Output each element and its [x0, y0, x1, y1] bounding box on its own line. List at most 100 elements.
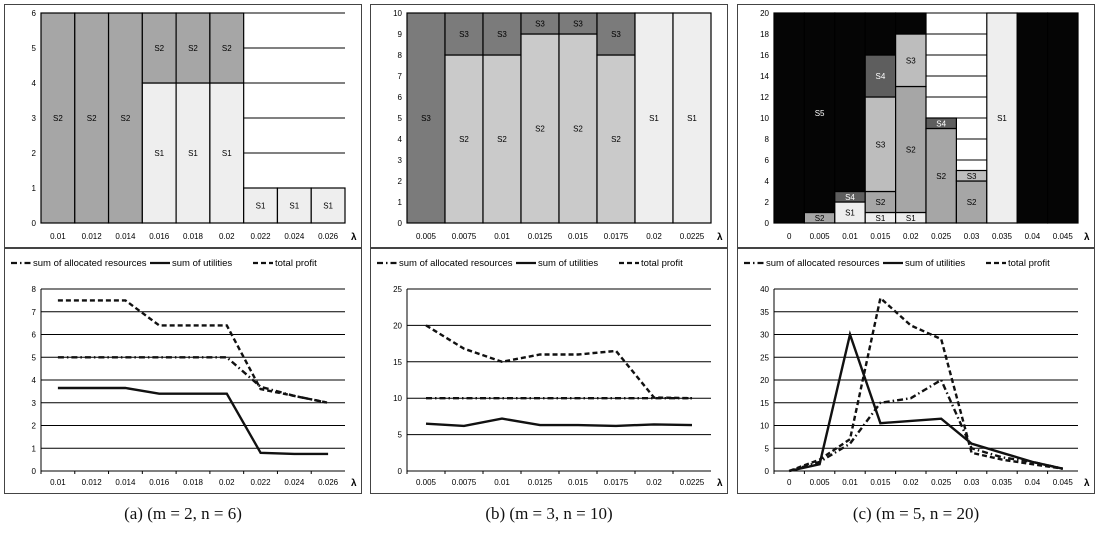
bar-chart-b: 0 1 2 3 4 5 6 7 8 9 10 S3 0.005 S2 S3 0.0075 S2 S3 0.01 S2 S…: [370, 4, 728, 248]
y-tick-label: 0: [32, 219, 37, 228]
bar-segment: [895, 85, 927, 214]
caption-c: (c) (m = 5, n = 20): [852, 504, 980, 523]
line-chart-a: sum of allocated resources sum of utiliti…: [4, 248, 362, 494]
y-tick-label: 6: [32, 9, 37, 18]
x-tick-label: 0.018: [183, 232, 204, 241]
y-tick-label: 6: [398, 93, 403, 102]
bar-segment-label: S4: [876, 72, 886, 81]
bar-segment: [864, 96, 897, 193]
caption-a: (a) (m = 2, n = 6): [124, 504, 242, 523]
x-tick-label: 0.015: [870, 478, 891, 487]
y-tick-label: 1: [32, 184, 37, 193]
legend-label: sum of allocated resources: [33, 258, 147, 269]
bar-segment: [406, 12, 446, 224]
x-tick-label: 0.0225: [680, 478, 705, 487]
bar-segment-label: S3: [906, 56, 916, 65]
bar-segment-label: S1: [323, 202, 333, 211]
x-tick-label: 0.02: [646, 232, 662, 241]
x-tick-label: 0.025: [931, 478, 952, 487]
bar-segment-label: S3: [535, 20, 545, 29]
x-tick-label: 0.02: [903, 478, 919, 487]
y-tick-label: 3: [32, 399, 37, 408]
x-tick-label: 0.024: [284, 478, 305, 487]
bar-segment-label: S3: [421, 114, 431, 123]
y-tick-label: 5: [32, 44, 37, 53]
bar-segment-label: S1: [876, 214, 886, 223]
y-tick-label: 0: [398, 467, 403, 476]
bar-segment-label: S2: [459, 135, 469, 144]
y-tick-label: 8: [398, 51, 403, 60]
y-tick-label: 0: [765, 467, 770, 476]
bar-segment-label: S1: [845, 209, 855, 218]
y-tick-label: 18: [760, 30, 769, 39]
x-tick-label: 0.015: [568, 232, 589, 241]
x-tick-label: 0.005: [810, 478, 831, 487]
bar-segment: [834, 12, 866, 193]
y-tick-label: 0: [765, 219, 770, 228]
bar-segment-label: S2: [815, 214, 825, 223]
x-tick-label: 0.012: [82, 478, 103, 487]
x-tick-label: 0.01: [50, 478, 66, 487]
x-tick-label: 0.01: [842, 232, 858, 241]
y-tick-label: 5: [398, 431, 403, 440]
panel-c: 0 2 4 6 8 10 12 14 16 18 20 0 S2 S5 0.005 S1 S4 0.01 S1 S2 S…: [737, 0, 1095, 533]
x-tick-label: 0.026: [318, 478, 339, 487]
line-chart-c: sum of allocated resources sum of utiliti…: [737, 248, 1095, 494]
x-tick-label: 0: [787, 478, 792, 487]
x-tick-label: 0.02: [219, 478, 235, 487]
bar-segment: [895, 12, 927, 35]
bar-segment-label: S2: [53, 114, 63, 123]
x-tick-label: 0.016: [149, 232, 170, 241]
series-line-solid: [425, 417, 693, 428]
bar-segment-label: S5: [815, 109, 825, 118]
bar-segment-label: S3: [611, 30, 621, 39]
bar-segment: [482, 54, 522, 224]
y-tick-label: 2: [398, 177, 403, 186]
bar-segment: [596, 12, 636, 56]
bar-segment-label: S1: [649, 114, 659, 123]
y-tick-label: 12: [760, 93, 769, 102]
legend-label: sum of utilities: [905, 258, 965, 269]
x-tick-label: 0.02: [219, 232, 235, 241]
x-tick-label: 0.01: [50, 232, 66, 241]
legend-label: total profit: [1008, 258, 1050, 269]
x-tick-label: 0.012: [82, 232, 103, 241]
x-tick-label: 0.025: [931, 232, 952, 241]
bar-segment-label: S2: [573, 125, 583, 134]
x-tick-label: 0.045: [1053, 232, 1074, 241]
x-tick-label: 0.024: [284, 232, 305, 241]
series-line-solid: [57, 386, 329, 456]
bar-segment-label: S1: [222, 149, 232, 158]
bar-segment-label: S2: [906, 146, 916, 155]
x-tick-label: 0.045: [1053, 478, 1074, 487]
legend-label: total profit: [275, 258, 317, 269]
series-line-solid: [788, 330, 1064, 473]
bar-chart-c: 0 2 4 6 8 10 12 14 16 18 20 0 S2 S5 0.005 S1 S4 0.01 S1 S2 S…: [737, 4, 1095, 248]
y-tick-label: 14: [760, 72, 769, 81]
bar-segment: [444, 12, 484, 56]
y-tick-label: 0: [32, 467, 37, 476]
x-axis-symbol: λ: [351, 232, 357, 243]
bar-segment-label: S3: [573, 20, 583, 29]
y-tick-label: 2: [32, 149, 37, 158]
legend-label: sum of allocated resources: [399, 258, 513, 269]
x-axis-symbol: λ: [1084, 478, 1090, 489]
bar-segment-label: S2: [611, 135, 621, 144]
x-tick-label: 0.005: [416, 232, 437, 241]
bar-segment-label: S2: [497, 135, 507, 144]
y-tick-label: 10: [760, 422, 769, 431]
x-tick-label: 0.015: [568, 478, 589, 487]
x-tick-label: 0.014: [115, 232, 136, 241]
bar-segment-label: S3: [497, 30, 507, 39]
bar-segment-label: S4: [845, 193, 855, 202]
bar-segment-label: S2: [876, 198, 886, 207]
panel-a: 0 1 2 3 4 5 6 S2 0.01 S2 0.012 S2 0.014 S1 S2 0.016 S1 S2…: [4, 0, 362, 533]
series-line-dash: [788, 295, 1063, 473]
bar-segment: [209, 82, 245, 224]
y-tick-label: 1: [32, 444, 37, 453]
bar-segment-label: S3: [967, 172, 977, 181]
x-tick-label: 0.022: [251, 232, 272, 241]
y-tick-label: 10: [760, 114, 769, 123]
x-tick-label: 0.0175: [604, 478, 629, 487]
x-tick-label: 0.0075: [452, 478, 477, 487]
